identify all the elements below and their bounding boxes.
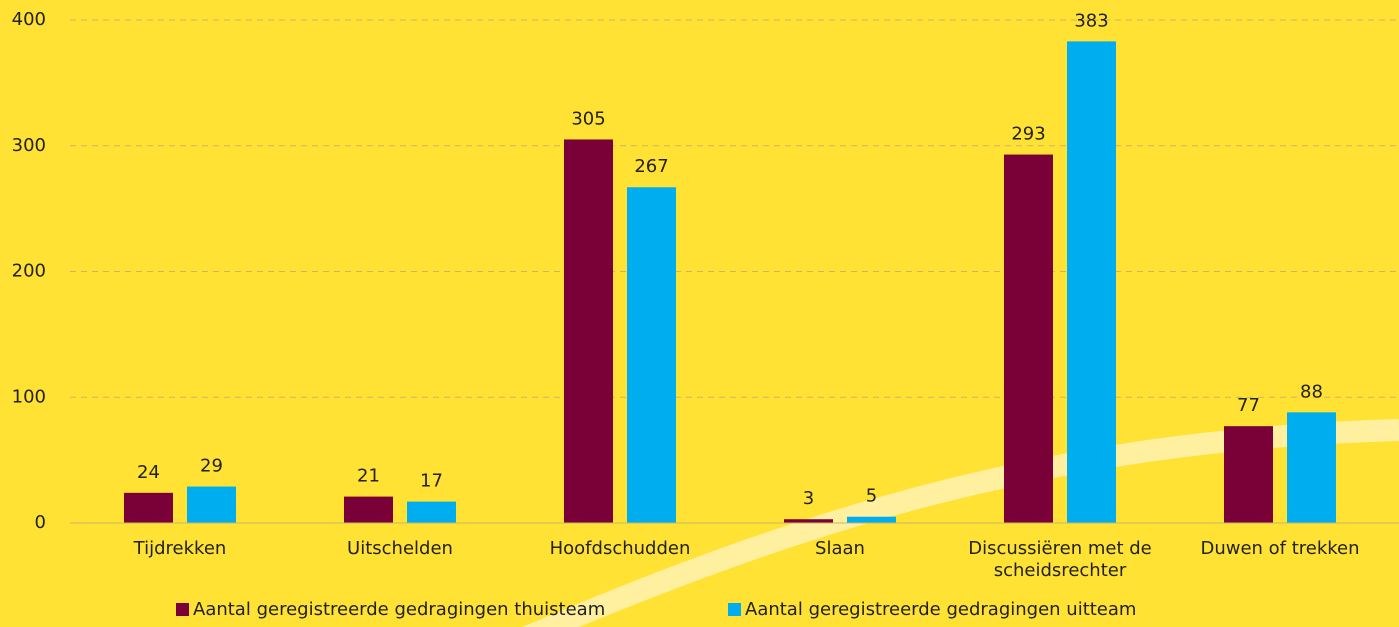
legend-swatch <box>176 603 189 616</box>
value-label: 267 <box>634 156 668 177</box>
bar <box>1004 155 1053 523</box>
value-label: 305 <box>571 108 605 129</box>
bar <box>784 519 833 523</box>
x-tick-label: Hoofdschudden <box>550 538 691 559</box>
y-tick-label: 100 <box>12 386 46 407</box>
bar <box>1287 412 1336 523</box>
value-label: 293 <box>1011 124 1045 145</box>
background <box>0 0 1399 627</box>
bar <box>407 502 456 523</box>
chart: 0 100 200 300 400 Tijdrekken Uitschelden Hoofds… <box>0 0 1399 627</box>
bar <box>187 487 236 523</box>
bar <box>564 139 613 523</box>
bar <box>627 187 676 523</box>
value-label: 77 <box>1237 395 1260 416</box>
y-tick-label: 200 <box>12 261 46 282</box>
x-tick-label: Slaan <box>815 538 865 559</box>
bar <box>1224 426 1273 523</box>
legend-swatch <box>728 603 741 616</box>
value-label: 29 <box>200 456 223 477</box>
bar <box>124 493 173 523</box>
y-tick-label: 300 <box>12 135 46 156</box>
value-label: 21 <box>357 466 380 487</box>
legend-label: Aantal geregistreerde gedragingen uittea… <box>745 599 1136 620</box>
value-label: 17 <box>420 471 443 492</box>
x-tick-label: Tijdrekken <box>133 538 227 559</box>
value-label: 383 <box>1074 10 1108 31</box>
y-tick-label: 400 <box>12 9 46 30</box>
bar <box>1067 41 1116 523</box>
x-tick-label: Duwen of trekken <box>1200 538 1359 559</box>
y-tick-label: 0 <box>35 512 46 533</box>
value-label: 88 <box>1300 381 1323 402</box>
bar <box>847 517 896 523</box>
value-label: 3 <box>803 488 814 509</box>
value-label: 24 <box>137 462 160 483</box>
legend-label: Aantal geregistreerde gedragingen thuist… <box>193 599 605 620</box>
x-tick-label: Uitschelden <box>347 538 453 559</box>
bar <box>344 497 393 523</box>
value-label: 5 <box>866 486 877 507</box>
